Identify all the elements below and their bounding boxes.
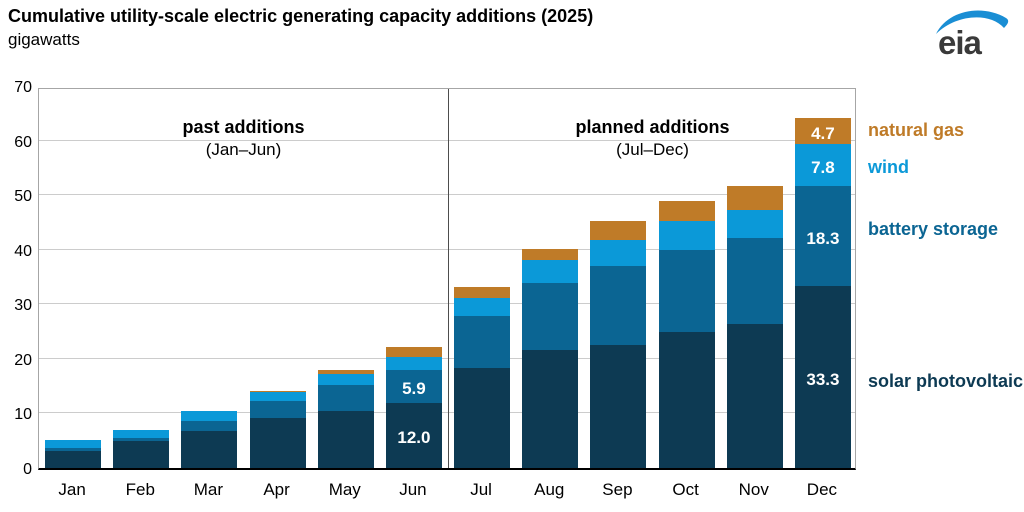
x-tick-label-jan: Jan [58, 480, 86, 499]
bar-nov-wind [726, 209, 783, 239]
value-label-dec-natural-gas: 4.7 [811, 124, 835, 144]
annotation-sub-text: (Jan–Jun) [205, 140, 282, 159]
bar-dec-natural-gas [794, 118, 851, 144]
x-tick-label-aug: Aug [534, 480, 565, 499]
legend-item-natural-gas: natural gas [868, 120, 965, 140]
bar-jan-wind [45, 440, 102, 449]
x-tick-label-apr: Apr [263, 480, 290, 499]
legend-item-solar-photovoltaic: solar photovoltaic [868, 371, 1024, 391]
bar-oct-solar-photovoltaic [658, 331, 715, 468]
bar-oct-wind [658, 221, 715, 250]
bar-nov-solar-photovoltaic [726, 324, 783, 468]
bar-feb-wind [113, 429, 170, 438]
y-tick-label: 50 [14, 188, 32, 206]
bar-sep-battery-storage [590, 266, 647, 345]
bar-apr-battery-storage [249, 401, 306, 418]
bar-jun-wind [385, 356, 442, 371]
bar-nov-natural-gas [726, 186, 783, 210]
bar-nov-battery-storage [726, 238, 783, 325]
annotation-past-additions: past additions (Jan–Jun) [182, 117, 304, 160]
annotation-main-text: past additions [182, 117, 305, 137]
x-tick-label-nov: Nov [738, 480, 769, 499]
bar-jul-solar-photovoltaic [454, 368, 511, 468]
bar-apr-solar-photovoltaic [249, 417, 306, 468]
eia-logo: eia [934, 4, 1010, 62]
gridline [39, 248, 855, 250]
annotation-planned-additions: planned additions (Jul–Dec) [575, 117, 729, 160]
bar-aug-natural-gas [522, 249, 579, 261]
bar-mar-solar-photovoltaic [181, 430, 238, 468]
gridline [39, 139, 855, 141]
annotation-sub-text: (Jul–Dec) [616, 140, 689, 159]
y-tick-label: 0 [23, 461, 32, 478]
bar-aug-wind [522, 260, 579, 284]
x-tick-label-oct: Oct [672, 480, 699, 499]
value-label-dec-solar-photovoltaic: 33.3 [806, 370, 840, 390]
bar-dec-solar-photovoltaic [794, 286, 851, 468]
bar-dec-battery-storage [794, 186, 851, 287]
bar-jan-solar-photovoltaic [45, 450, 102, 468]
bar-oct-battery-storage [658, 249, 715, 332]
bar-sep-solar-photovoltaic [590, 344, 647, 468]
bar-feb-battery-storage [113, 438, 170, 442]
legend-item-battery-storage: battery storage [868, 219, 999, 239]
x-tick-label-mar: Mar [193, 480, 224, 499]
bar-jun-battery-storage [385, 370, 442, 403]
value-label-jun-battery-storage: 5.9 [402, 379, 426, 399]
eia-logo-text: eia [938, 24, 982, 61]
bar-jun-natural-gas [385, 346, 442, 357]
value-label-dec-wind: 7.8 [811, 158, 835, 178]
bar-jan-battery-storage [45, 448, 102, 451]
bar-apr-natural-gas [249, 390, 306, 392]
past-planned-divider [448, 89, 449, 468]
y-tick-label: 40 [14, 242, 32, 260]
gridline [39, 303, 855, 305]
chart-legend: natural gas wind battery storage solar phot… [866, 0, 1024, 512]
y-tick-label: 70 [14, 79, 32, 96]
bar-jul-battery-storage [454, 316, 511, 369]
bar-jun-solar-photovoltaic [385, 402, 442, 468]
y-tick-label: 20 [14, 351, 32, 369]
bar-may-solar-photovoltaic [317, 411, 374, 468]
annotation-main-text: planned additions [575, 117, 730, 137]
plot-area: 5.9 12.0 4.7 7.8 18.3 33.3 past additions (Jan–… [38, 88, 856, 470]
bar-jul-natural-gas [454, 286, 511, 298]
y-tick-label: 10 [14, 406, 32, 424]
x-tick-label-jun: Jun [399, 480, 427, 499]
chart-title: Cumulative utility-scale electric genera… [8, 6, 594, 26]
x-tick-label-sep: Sep [602, 480, 633, 499]
bar-sep-natural-gas [590, 221, 647, 240]
bar-feb-solar-photovoltaic [113, 441, 170, 468]
bar-apr-wind [249, 391, 306, 402]
x-tick-label-feb: Feb [125, 480, 155, 499]
bar-mar-battery-storage [181, 421, 238, 431]
value-label-jun-solar-photovoltaic: 12.0 [397, 428, 431, 448]
gridline [39, 412, 855, 414]
chart-unit-label: gigawatts [8, 30, 80, 49]
bar-may-wind [317, 373, 374, 385]
legend-item-wind: wind [868, 157, 909, 177]
eia-logo-swoosh-icon [936, 10, 1009, 34]
y-tick-label: 30 [14, 297, 32, 315]
bar-aug-battery-storage [522, 283, 579, 350]
bar-oct-natural-gas [658, 201, 715, 222]
value-label-dec-battery-storage: 18.3 [806, 229, 840, 249]
bar-mar-wind [181, 410, 238, 422]
gridline [39, 357, 855, 359]
bar-sep-wind [590, 239, 647, 267]
bar-may-natural-gas [317, 369, 374, 374]
gridline [39, 194, 855, 196]
x-tick-label-dec: Dec [806, 480, 838, 499]
bar-jul-wind [454, 297, 511, 317]
bar-dec-wind [794, 143, 851, 187]
x-tick-label-jul: Jul [470, 480, 492, 499]
y-tick-label: 60 [14, 133, 32, 151]
bar-aug-solar-photovoltaic [522, 349, 579, 468]
bar-may-battery-storage [317, 384, 374, 412]
x-tick-label-may: May [328, 480, 361, 499]
